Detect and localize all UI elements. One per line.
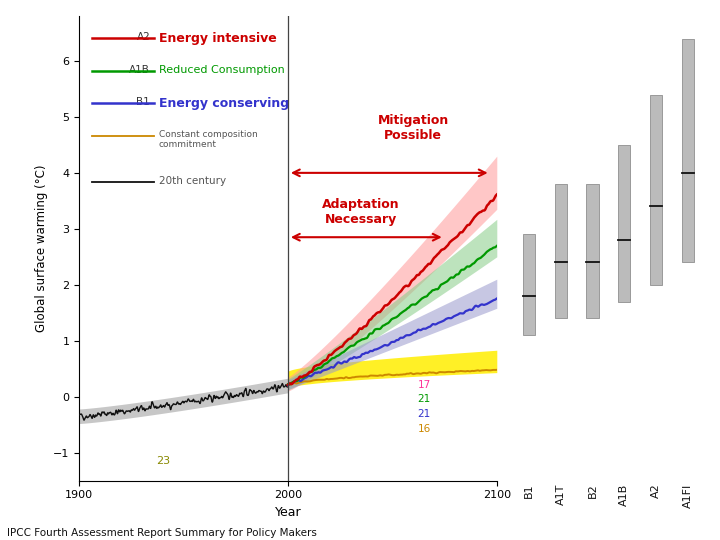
Text: Reduced Consumption: Reduced Consumption: [158, 65, 284, 75]
X-axis label: Year: Year: [275, 506, 301, 519]
Text: IPCC Fourth Assessment Report Summary for Policy Makers: IPCC Fourth Assessment Report Summary fo…: [7, 528, 317, 538]
Bar: [586, 184, 598, 319]
Text: 23: 23: [156, 456, 170, 466]
Text: Mitigation
Possible: Mitigation Possible: [378, 114, 449, 142]
Bar: [618, 145, 631, 301]
Bar: [650, 94, 662, 285]
Text: 17: 17: [418, 380, 431, 390]
Text: Adaptation
Necessary: Adaptation Necessary: [323, 198, 400, 226]
Text: 16: 16: [418, 423, 431, 434]
Text: Energy conserving: Energy conserving: [158, 98, 289, 111]
Text: 21: 21: [418, 409, 431, 419]
Text: Energy intensive: Energy intensive: [158, 32, 276, 45]
Text: A2: A2: [137, 32, 150, 43]
Bar: [682, 38, 694, 262]
Text: A1B: A1B: [130, 65, 150, 75]
Text: 21: 21: [418, 394, 431, 404]
Bar: [523, 234, 535, 335]
Text: Constant composition
commitment: Constant composition commitment: [158, 130, 257, 150]
Text: 20th century: 20th century: [158, 177, 225, 186]
Text: B1: B1: [137, 98, 150, 107]
Y-axis label: Global surface warming (°C): Global surface warming (°C): [35, 165, 48, 332]
Bar: [554, 184, 567, 319]
